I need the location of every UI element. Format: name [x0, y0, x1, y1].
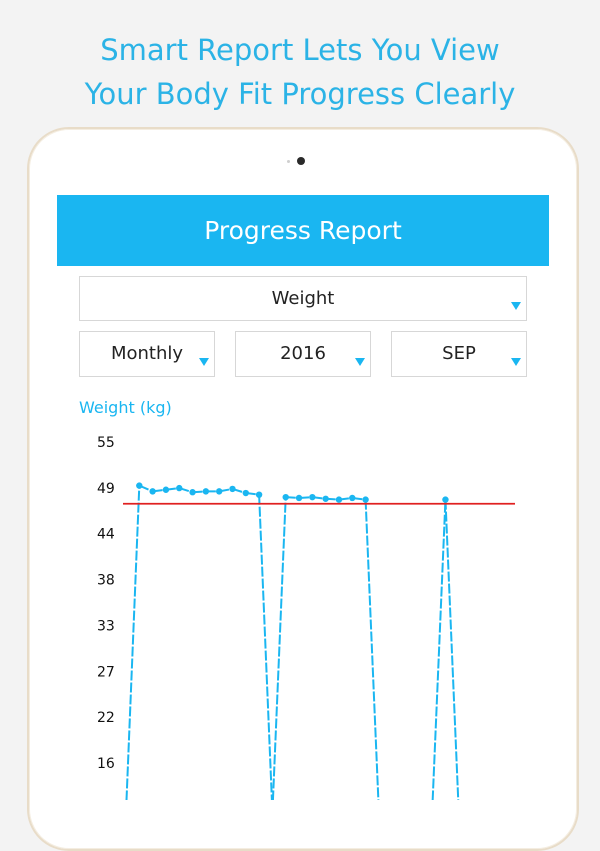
series-segment	[271, 497, 287, 800]
dropdown-arrow-icon	[511, 358, 521, 366]
data-point[interactable]	[255, 491, 263, 498]
data-point[interactable]	[282, 493, 289, 501]
month-dropdown[interactable]: SEP	[391, 331, 527, 377]
promo-headline-line1: Smart Report Lets You View	[100, 33, 500, 67]
data-point[interactable]	[242, 489, 249, 497]
series-segment	[258, 494, 273, 800]
y-tick-label: 22	[97, 710, 115, 726]
dropdown-arrow-icon	[355, 358, 365, 366]
y-axis-ticks: 55 49 44 38 33 27 22 16	[97, 435, 115, 772]
data-point[interactable]	[149, 488, 156, 495]
metric-dropdown-value: Weight	[271, 288, 335, 309]
data-point[interactable]	[215, 488, 223, 495]
period-dropdown[interactable]: Monthly	[79, 331, 215, 377]
chart-series	[125, 484, 460, 800]
data-point[interactable]	[162, 486, 170, 493]
data-point[interactable]	[335, 496, 343, 503]
data-point[interactable]	[442, 496, 449, 503]
y-tick-label: 44	[97, 527, 115, 543]
promo-headline-line2: Your Body Fit Progress Clearly	[84, 77, 516, 111]
period-dropdown-value: Monthly	[110, 343, 184, 364]
series-segment	[364, 499, 380, 800]
y-tick-label: 33	[97, 618, 115, 634]
y-tick-label: 49	[97, 481, 115, 497]
page-title: Progress Report	[204, 216, 402, 245]
tablet-camera	[297, 157, 305, 165]
year-dropdown-value: 2016	[280, 343, 326, 364]
data-point[interactable]	[136, 482, 143, 489]
tablet-sensor	[287, 160, 290, 163]
dropdown-arrow-icon	[199, 358, 209, 366]
dropdown-arrow-icon	[511, 302, 521, 310]
series-segment	[431, 499, 447, 800]
app-title-bar: Progress Report	[57, 195, 549, 266]
data-point[interactable]	[295, 494, 303, 502]
y-tick-label: 38	[97, 573, 115, 589]
metric-dropdown[interactable]: Weight	[79, 276, 527, 321]
weight-chart: 55 49 44 38 33 27 22 16	[97, 435, 515, 800]
app-screen: Progress Report Weight Monthly 2016 SEP …	[57, 195, 549, 800]
series-segment	[444, 499, 460, 800]
y-tick-label: 55	[97, 435, 115, 451]
series-segment	[125, 485, 141, 800]
data-point[interactable]	[349, 494, 356, 502]
data-point[interactable]	[362, 496, 369, 503]
promo-headline: Smart Report Lets You View Your Body Fit…	[0, 28, 600, 116]
data-point[interactable]	[322, 495, 329, 502]
month-dropdown-value: SEP	[442, 343, 476, 364]
y-tick-label: 27	[97, 664, 115, 680]
chart-y-axis-label: Weight (kg)	[79, 398, 172, 417]
data-point[interactable]	[176, 484, 183, 492]
data-point[interactable]	[229, 485, 236, 493]
chart-markers	[136, 482, 449, 503]
data-point[interactable]	[309, 493, 316, 501]
data-point[interactable]	[189, 489, 196, 496]
year-dropdown[interactable]: 2016	[235, 331, 371, 377]
data-point[interactable]	[202, 488, 210, 495]
y-tick-label: 16	[97, 756, 115, 772]
